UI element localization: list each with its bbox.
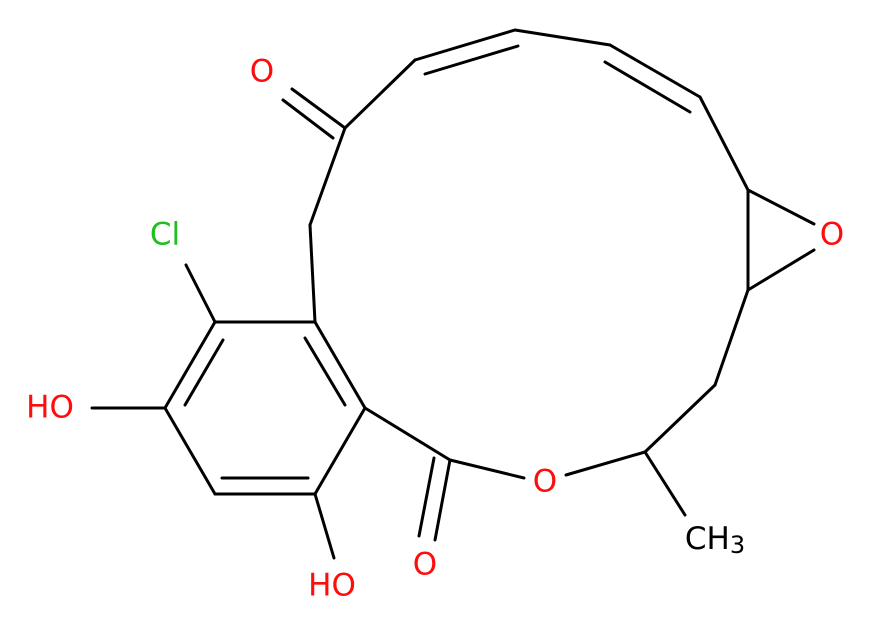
atom-label: O bbox=[533, 464, 557, 500]
atom-label: O bbox=[250, 54, 274, 90]
bonds bbox=[90, 28, 816, 560]
atom-label: O bbox=[413, 547, 437, 583]
atom-label-main: CH bbox=[685, 521, 730, 557]
atom-label: Cl bbox=[150, 217, 180, 253]
atom-label: HO bbox=[308, 568, 356, 604]
atom-label: HO bbox=[26, 390, 74, 426]
atom-label: CH3 bbox=[685, 521, 745, 560]
atom-label-subscript: 3 bbox=[730, 531, 745, 559]
atom-label: O bbox=[820, 217, 844, 253]
